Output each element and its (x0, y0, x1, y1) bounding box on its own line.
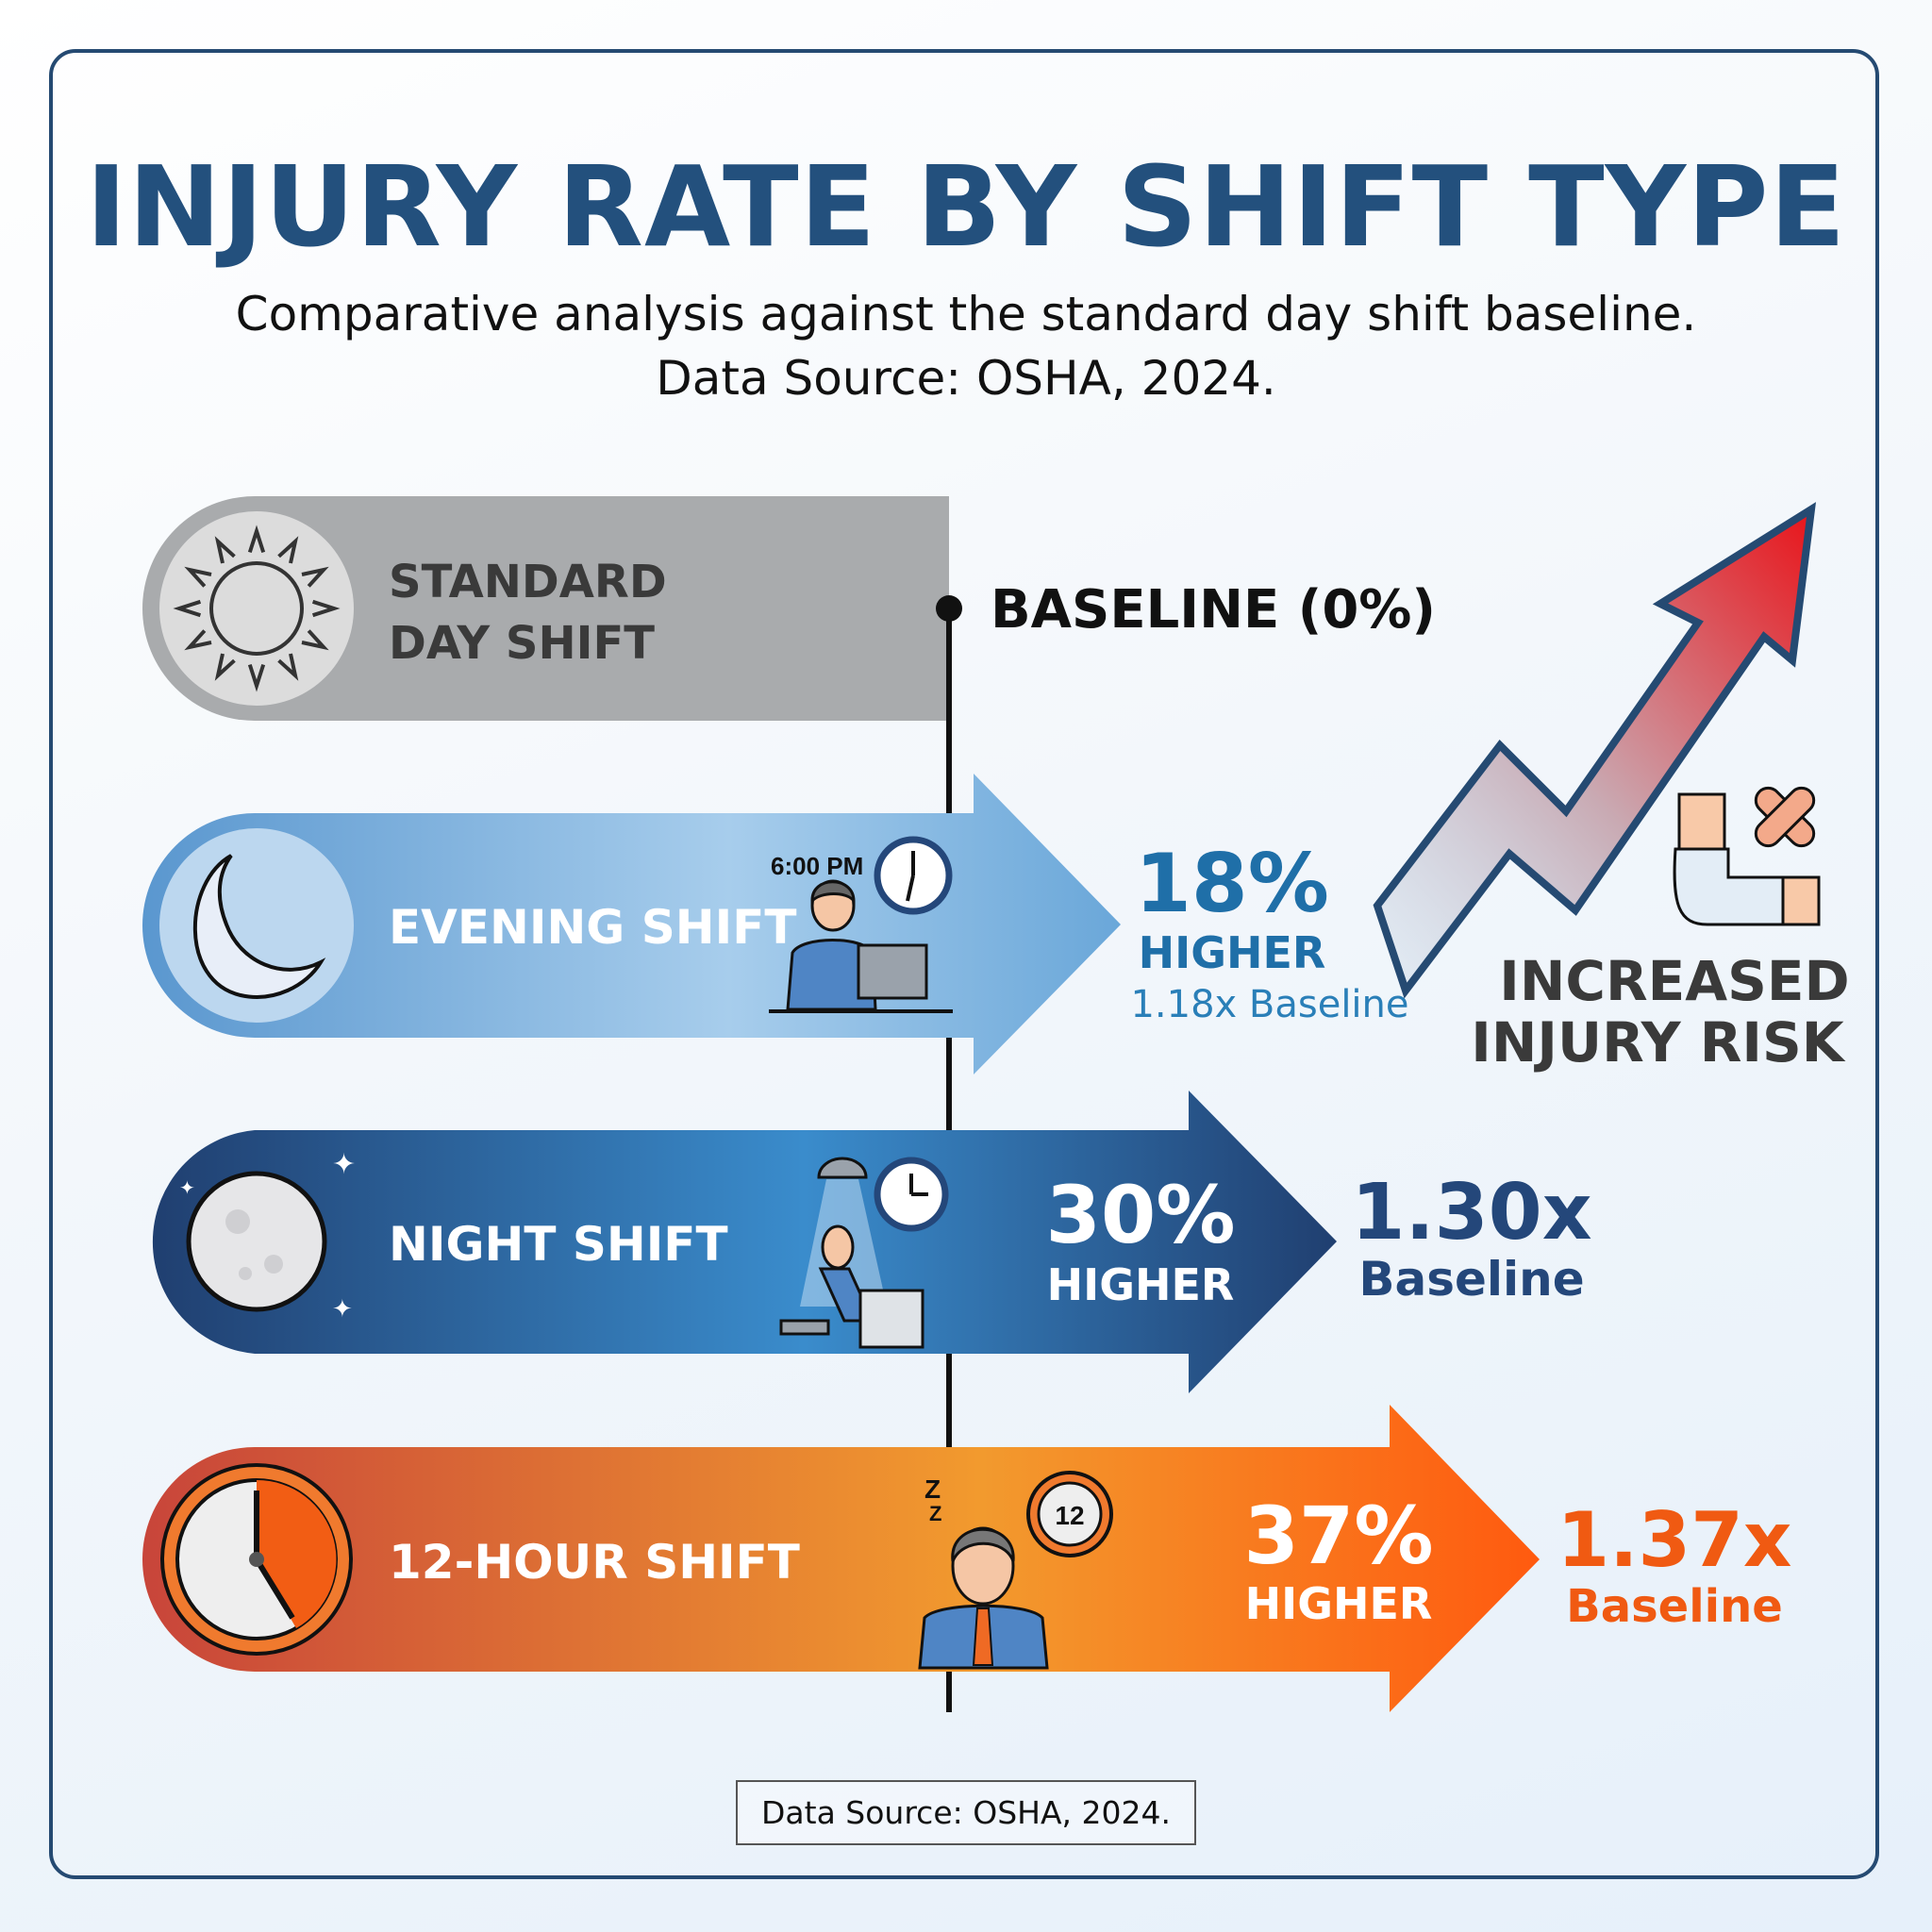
star-icon: ✦ (332, 1294, 353, 1323)
subtitle-source: Data Source: OSHA, 2024. (656, 351, 1276, 406)
bandaged-arm-icon (1673, 786, 1821, 926)
clock-time-label: 6:00 PM (771, 852, 863, 880)
multiplier-12-hour-baseline: Baseline (1566, 1580, 1783, 1633)
sun-ray (277, 536, 299, 564)
bar-12-hour (142, 1405, 1540, 1712)
pct-evening: 18% (1135, 837, 1329, 931)
icon-circle-standard (159, 511, 354, 706)
higher-evening: HIGHER (1139, 927, 1326, 978)
bandage-icon (1754, 786, 1816, 848)
bar-12-hour-shift: 12-HOUR SHIFT Z Z 12 37% HIGHER 1.37x Ba… (142, 1405, 1791, 1712)
bar-night (152, 1091, 1337, 1393)
full-moon-icon (186, 1171, 327, 1312)
sun-ray (301, 629, 329, 651)
svg-text:Z: Z (929, 1502, 941, 1525)
rising-arrow-icon (1373, 502, 1817, 999)
sun-ray (311, 599, 341, 618)
sun-ray (247, 525, 266, 554)
sun-ray (184, 629, 212, 651)
bar-night-shift: ✦ ✦ ✦ NIGHT SHIFT 30% HIGHER 1.30x Basel… (152, 1091, 1592, 1393)
sun-ray (214, 653, 236, 681)
worker-at-desk-icon: 6:00 PM (769, 836, 953, 1013)
row-label-standard-line2: DAY SHIFT (389, 617, 655, 670)
sun-ray (214, 536, 236, 564)
row-label-standard-line1: STANDARD (389, 556, 667, 608)
higher-12-hour: HIGHER (1245, 1578, 1433, 1629)
clock-icon (160, 1463, 353, 1656)
multiplier-evening: 1.18x Baseline (1130, 983, 1408, 1026)
sun-ray (277, 653, 299, 681)
sun-ray (184, 566, 212, 588)
pct-night: 30% (1045, 1169, 1235, 1261)
sun-ray (173, 599, 202, 618)
sleep-z-icon: Z (924, 1474, 941, 1504)
data-source-footer: Data Source: OSHA, 2024. (736, 1780, 1196, 1845)
multiplier-night-baseline: Baseline (1358, 1252, 1584, 1307)
clock-12-label: 12 (1055, 1501, 1084, 1530)
card-border (49, 49, 1879, 1879)
baseline-marker (936, 595, 962, 622)
moon-crescent-icon (192, 854, 326, 999)
worker-under-lamp-icon (779, 1157, 949, 1349)
multiplier-night: 1.30x (1351, 1168, 1591, 1257)
sun-ray (301, 566, 329, 588)
star-icon: ✦ (332, 1149, 356, 1180)
row-label-night: NIGHT SHIFT (389, 1217, 728, 1272)
sun-ray (247, 663, 266, 692)
bar-evening-shift: EVENING SHIFT 6:00 PM 18% HIGHER 1.18x B… (142, 774, 1409, 1074)
bar-standard-day-shift: STANDARD DAY SHIFT (142, 496, 949, 721)
subtitle: Comparative analysis against the standar… (235, 287, 1697, 341)
tired-worker-icon: Z Z 12 (918, 1471, 1113, 1670)
baseline-label: BASELINE (0%) (991, 579, 1436, 641)
bar-standard (142, 496, 949, 721)
row-label-evening: EVENING SHIFT (389, 900, 796, 955)
risk-callout-line2: INJURY RISK (1471, 1010, 1845, 1074)
multiplier-12-hour: 1.37x (1557, 1496, 1792, 1584)
pct-12-hour: 37% (1243, 1490, 1433, 1582)
row-label-12-hour: 12-HOUR SHIFT (389, 1535, 800, 1590)
sun-icon (173, 525, 341, 692)
risk-callout-line1: INCREASED (1499, 949, 1849, 1013)
higher-night: HIGHER (1047, 1259, 1235, 1310)
star-icon: ✦ (179, 1178, 195, 1199)
page-title: INJURY RATE BY SHIFT TYPE (85, 142, 1847, 272)
